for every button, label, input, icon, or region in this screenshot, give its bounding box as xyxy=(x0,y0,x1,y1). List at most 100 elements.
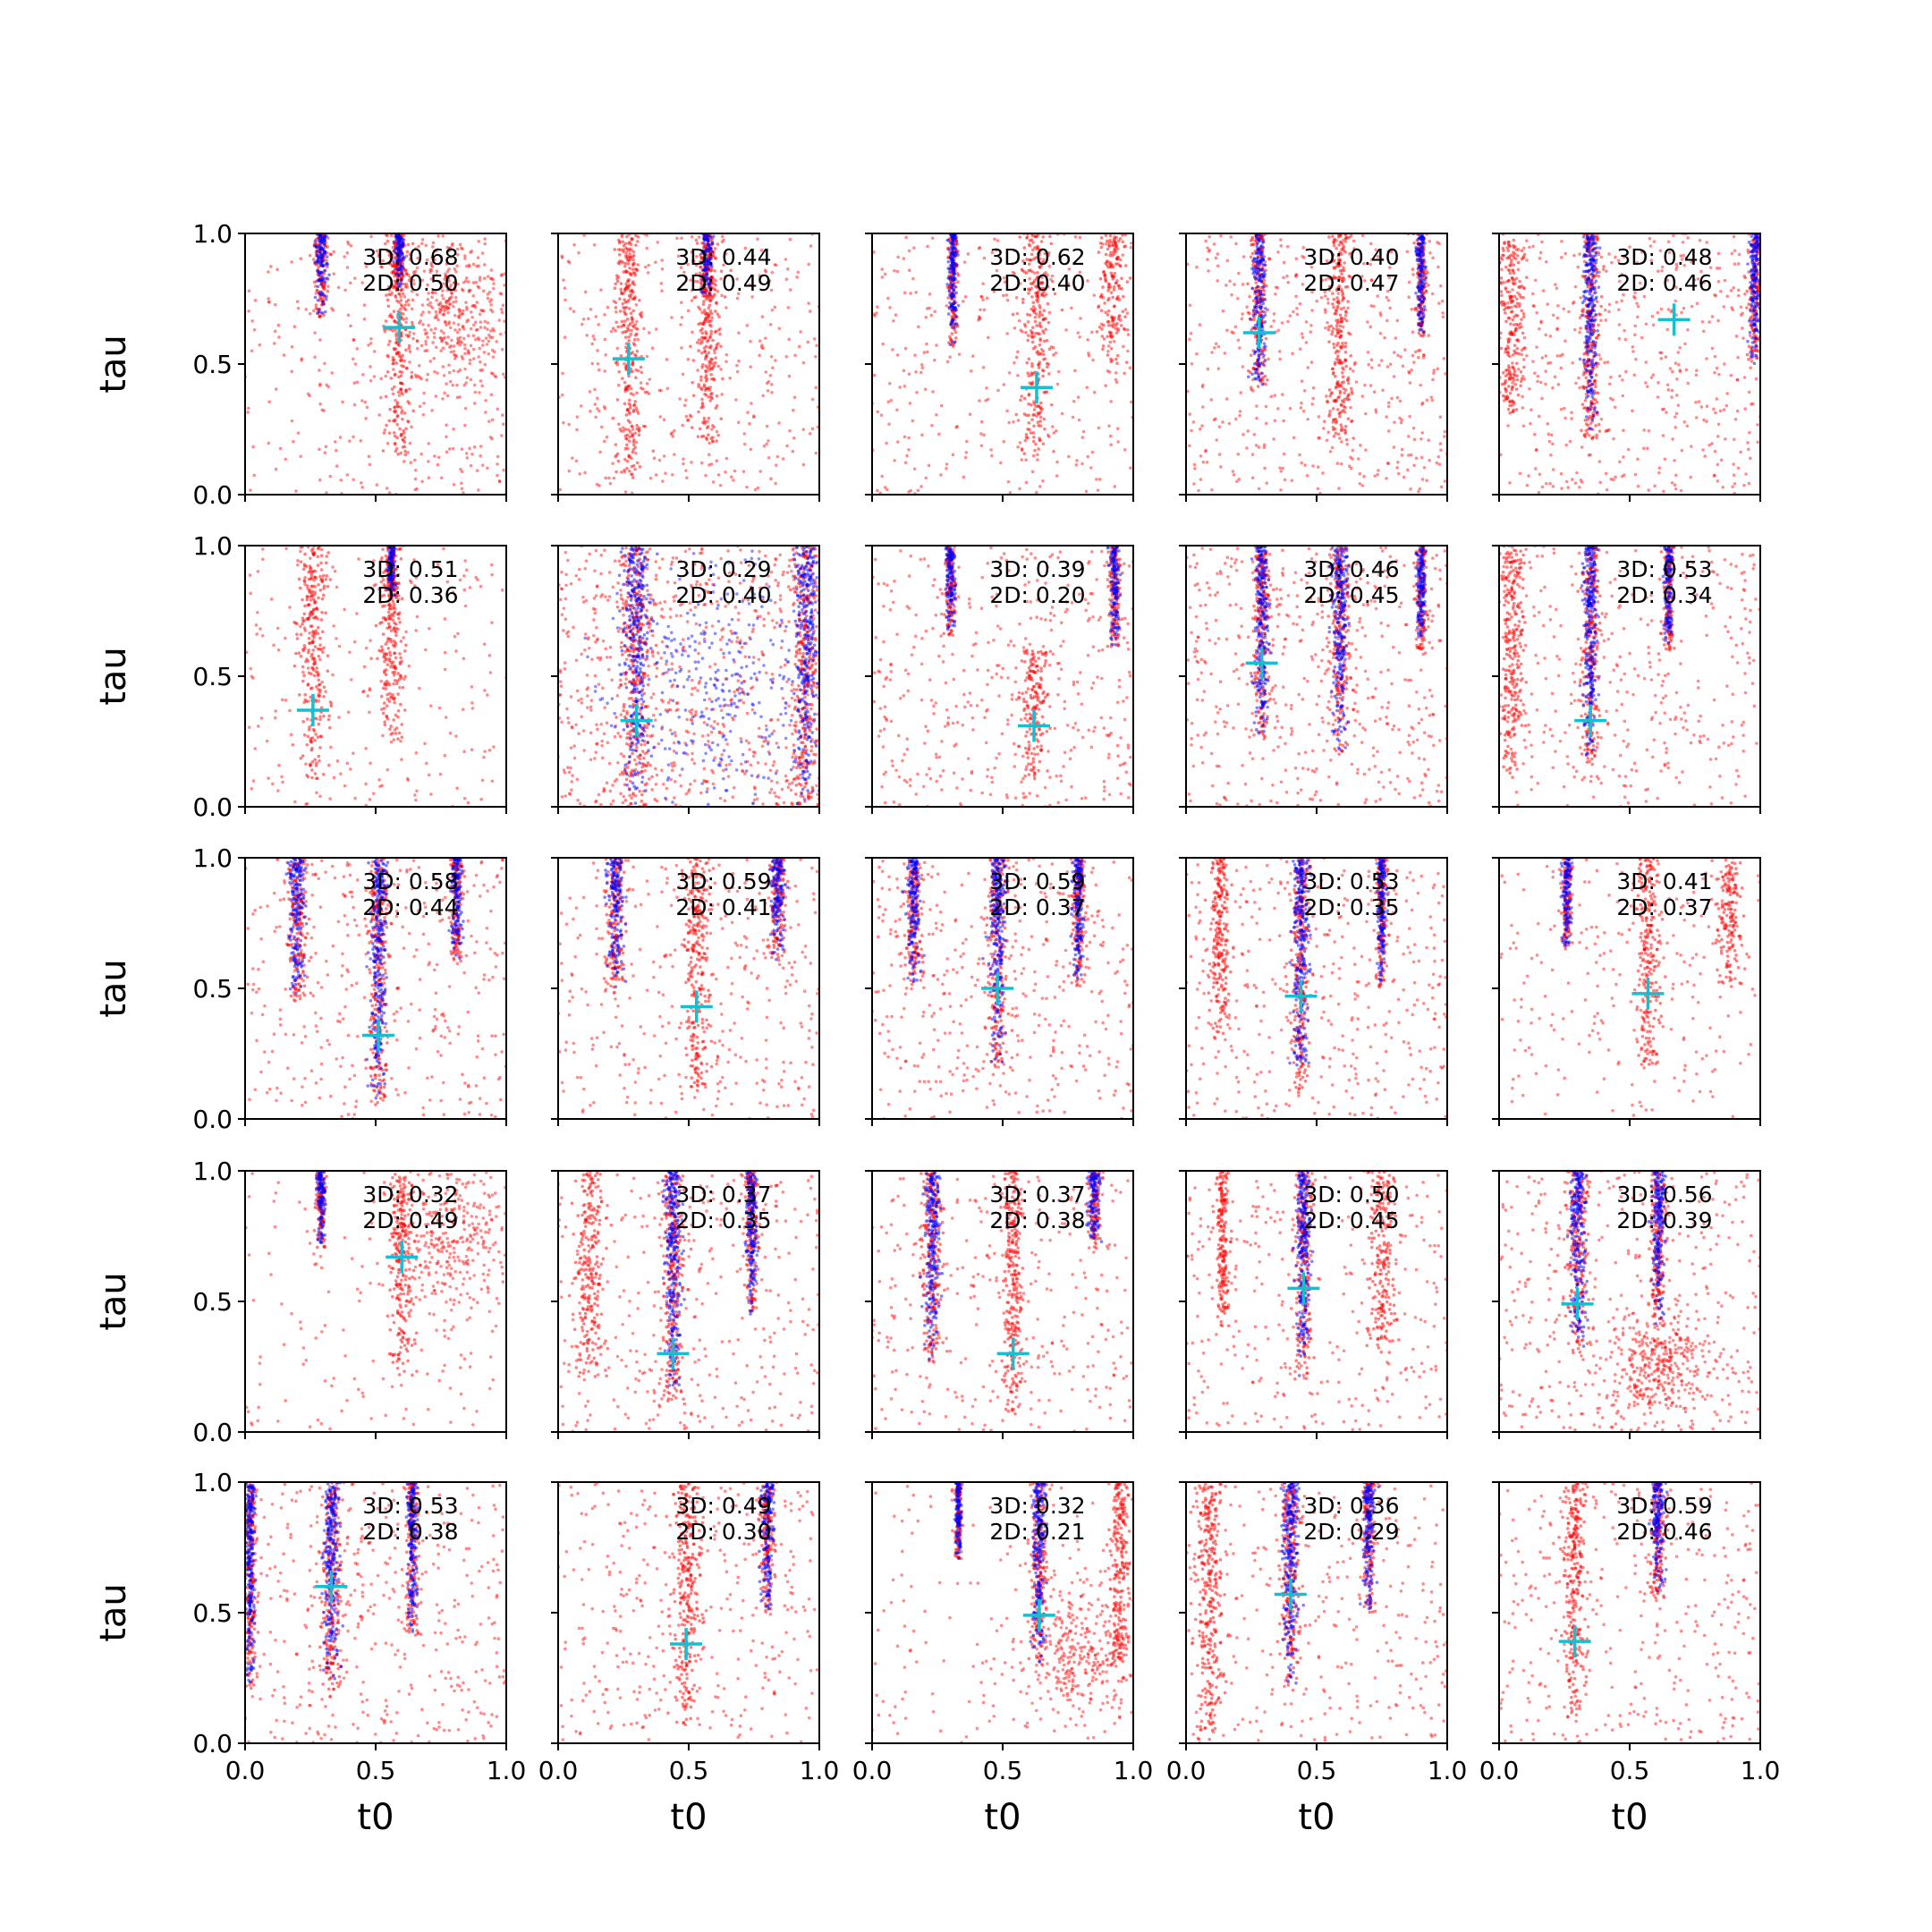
point-red xyxy=(888,306,892,309)
point-red xyxy=(1116,318,1121,321)
point-blue xyxy=(699,287,703,292)
point-red xyxy=(893,268,896,273)
point-red xyxy=(415,339,419,343)
point-red xyxy=(707,351,711,355)
point-red xyxy=(986,397,990,402)
point-red xyxy=(1114,357,1118,361)
point-blue xyxy=(400,272,403,275)
point-red xyxy=(1349,353,1352,358)
point-red xyxy=(490,348,495,352)
point-red xyxy=(411,336,415,341)
point-red xyxy=(1199,478,1203,481)
point-red xyxy=(390,291,394,295)
point-red xyxy=(876,410,880,414)
point-red xyxy=(1335,329,1340,334)
point-red xyxy=(1341,360,1344,365)
point-blue xyxy=(1417,313,1421,318)
point-red xyxy=(1257,487,1261,491)
point-red xyxy=(1109,346,1114,351)
point-red xyxy=(1431,256,1435,260)
point-red xyxy=(1390,248,1394,252)
point-red xyxy=(1109,291,1114,294)
point-red xyxy=(572,309,576,314)
point-red xyxy=(592,242,597,247)
point-red xyxy=(808,309,812,313)
point-red xyxy=(1241,365,1245,369)
point-red xyxy=(1223,352,1227,355)
point-red xyxy=(407,346,411,351)
point-red xyxy=(1031,248,1035,252)
point-red xyxy=(1546,361,1550,365)
point-red xyxy=(332,250,335,254)
point-red xyxy=(613,286,617,290)
point-red xyxy=(1556,383,1561,386)
point-red xyxy=(1352,436,1355,440)
point-red xyxy=(583,470,587,475)
point-red xyxy=(443,305,446,309)
point-red xyxy=(436,234,440,238)
point-red xyxy=(626,387,630,392)
point-blue xyxy=(1259,279,1264,283)
point-red xyxy=(722,238,725,242)
point-red xyxy=(399,302,403,307)
point-red xyxy=(318,402,322,406)
point-red xyxy=(477,264,480,268)
point-red xyxy=(494,375,498,379)
point-red xyxy=(1005,332,1009,335)
point-red xyxy=(1286,319,1290,324)
point-red xyxy=(1021,258,1025,263)
point-blue xyxy=(395,262,400,267)
point-red xyxy=(360,399,364,402)
point-blue xyxy=(1263,358,1267,362)
point-red xyxy=(1311,396,1315,401)
point-red xyxy=(1269,394,1274,399)
point-red xyxy=(700,310,704,315)
point-blue xyxy=(951,340,954,344)
point-red xyxy=(697,410,700,414)
point-red xyxy=(1044,287,1047,292)
point-red xyxy=(314,292,318,295)
point-blue xyxy=(1416,237,1420,242)
point-blue xyxy=(1257,239,1261,243)
point-red xyxy=(633,400,638,403)
point-red xyxy=(684,398,688,402)
point-red xyxy=(629,311,633,315)
point-red xyxy=(1411,426,1416,430)
point-red xyxy=(709,318,713,323)
point-red xyxy=(925,342,928,346)
point-red xyxy=(707,453,711,457)
point-red xyxy=(1046,320,1051,325)
point-red xyxy=(1427,283,1430,287)
point-red xyxy=(1399,355,1402,359)
point-red xyxy=(1443,429,1447,434)
point-red xyxy=(386,249,390,253)
point-red xyxy=(705,377,709,381)
point-red xyxy=(645,354,649,359)
point-red xyxy=(925,307,929,310)
point-red xyxy=(695,242,699,245)
point-red xyxy=(1304,320,1309,324)
point-red xyxy=(627,469,631,473)
point-red xyxy=(1024,413,1029,418)
point-red xyxy=(628,252,631,256)
point-red xyxy=(1125,327,1130,332)
point-red xyxy=(409,461,413,465)
point-blue xyxy=(319,292,324,297)
point-red xyxy=(682,457,685,461)
point-red xyxy=(400,411,403,415)
point-red xyxy=(1250,387,1253,392)
point-red xyxy=(321,284,326,288)
point-red xyxy=(402,282,406,286)
point-red xyxy=(385,423,388,428)
point-red xyxy=(1011,270,1015,275)
point-red xyxy=(411,270,416,275)
point-red xyxy=(1420,401,1425,405)
point-red xyxy=(355,347,360,351)
point-red xyxy=(1198,323,1202,326)
point-red xyxy=(1017,318,1021,323)
point-red xyxy=(801,428,806,432)
point-red xyxy=(679,323,682,326)
point-red xyxy=(414,375,419,379)
point-red xyxy=(575,415,580,419)
point-red xyxy=(486,275,490,278)
